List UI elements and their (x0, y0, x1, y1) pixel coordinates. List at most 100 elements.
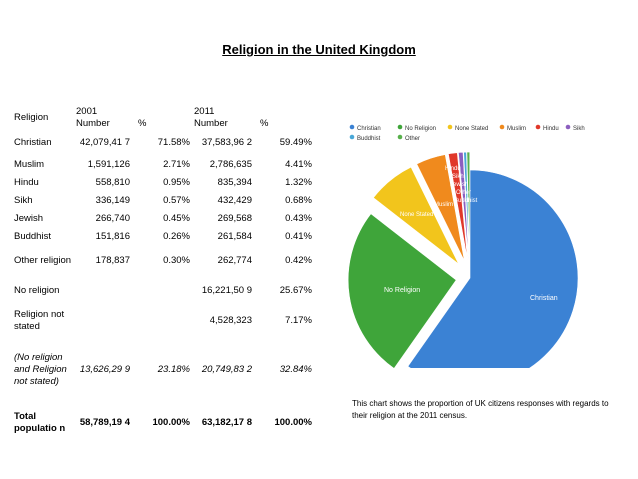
header-percent-2001: % (138, 118, 147, 129)
slice-label-muslim: Muslim (434, 202, 453, 208)
row-number-2001: 336,149 (95, 195, 130, 206)
row-percent-2011: 32.84% (279, 364, 312, 375)
row-label: Total populatio n (14, 411, 66, 434)
row-label: Christian (14, 137, 52, 148)
pie-slices (347, 151, 579, 368)
table-row: Jewish 266,740 0.45% 269,568 0.43% (12, 210, 314, 228)
religion-table-body: Religion 2001 2011 Number % Number % Chr… (12, 106, 314, 442)
row-percent-2011: 7.17% (285, 315, 312, 326)
row-percent-2011: 59.49% (279, 137, 312, 148)
slice-label-none-stated: None Stated (400, 212, 433, 218)
legend-swatch-sikh (565, 124, 571, 130)
pie-slice-christian (407, 169, 579, 368)
row-percent-2001: 0.26% (163, 231, 190, 242)
row-number-2011: 16,221,50 9 (201, 285, 252, 296)
pie-legend: Christian No Religion None Stated Muslim Hin… (349, 124, 585, 142)
table-row: Total populatio n 58,789,19 4 100.00% 63,18… (12, 404, 314, 442)
legend-label-hindu: Hindu (543, 126, 559, 132)
row-number-2011: 2,786,635 (209, 159, 252, 170)
slice-label-christian: Christian (530, 295, 558, 302)
pie-slice-other (466, 151, 471, 261)
legend-label-christian: Christian (357, 126, 381, 132)
row-number-2011: 269,568 (217, 213, 252, 224)
table-row: Hindu 558,810 0.95% 835,394 1.32% (12, 174, 314, 192)
header-religion: Religion (14, 112, 49, 123)
row-number-2011: 4,528,323 (209, 315, 252, 326)
slice-label-hindu: Hindu (445, 166, 461, 172)
slice-label-jewish: Jewish (450, 182, 468, 188)
header-number-2011: Number (194, 118, 228, 129)
row-percent-2011: 0.41% (285, 231, 312, 242)
header-number-2001: Number (76, 118, 110, 129)
table-row: Buddhist 151,816 0.26% 261,584 0.41% (12, 228, 314, 246)
row-label: Religion not stated (14, 309, 65, 332)
row-number-2001: 266,740 (95, 213, 130, 224)
slice-label-other: Other (456, 190, 471, 196)
row-percent-2001: 2.71% (163, 159, 190, 170)
row-label: Other religion (14, 255, 72, 266)
table-row: Other religion 178,837 0.30% 262,774 0.42% (12, 246, 314, 276)
row-number-2011: 63,182,17 8 (201, 417, 252, 428)
row-number-2001: 13,626,29 9 (79, 364, 130, 375)
row-number-2011: 261,584 (217, 231, 252, 242)
pie-slice-no-religion (347, 213, 457, 368)
legend-swatch-no-religion (397, 124, 403, 130)
slice-label-no-religion: No Religion (384, 287, 420, 294)
pie-slice-none-stated (372, 166, 459, 265)
legend-label-buddhist: Buddhist (357, 136, 381, 142)
header-row-years: Religion 2001 2011 (12, 106, 314, 123)
row-label: Muslim (14, 159, 45, 170)
legend-label-no-religion: No Religion (405, 126, 436, 132)
header-year-2011: 2011 (194, 106, 215, 117)
page-title: Religion in the United Kingdom (222, 42, 416, 57)
slice-label-sikh: Sikh (452, 174, 464, 180)
legend-swatch-other (397, 134, 403, 140)
row-number-2001 (74, 276, 132, 306)
table-row: No religion 16,221,50 9 25.67% (12, 276, 314, 306)
row-number-2001: 558,810 (95, 177, 130, 188)
religion-table: Religion 2001 2011 Number % Number % Chr… (12, 106, 314, 442)
pie-slice-sikh (458, 151, 469, 261)
row-percent-2011: 4.41% (285, 159, 312, 170)
row-percent-2001: 23.18% (157, 364, 190, 375)
row-number-2001: 58,789,19 4 (79, 417, 130, 428)
row-percent-2011: 25.67% (279, 285, 312, 296)
row-percent-2011: 0.43% (285, 213, 312, 224)
row-number-2001: 151,816 (95, 231, 130, 242)
row-label: No religion (14, 285, 60, 296)
row-percent-2001 (132, 276, 192, 306)
row-label: Buddhist (14, 231, 51, 242)
legend-label-sikh: Sikh (573, 126, 585, 132)
row-percent-2001: 0.30% (163, 255, 190, 266)
header-row-columns: Number % Number % (12, 118, 314, 130)
header-percent-2011: % (260, 118, 269, 129)
chart-caption: This chart shows the proportion of UK ci… (352, 399, 609, 420)
row-number-2011: 20,749,83 2 (201, 364, 252, 375)
row-number-2001 (74, 306, 132, 336)
religion-pie-chart: Christian No Religion None Stated Muslim Hin… (347, 124, 585, 368)
table-row: Muslim 1,591,126 2.71% 2,786,635 4.41% (12, 156, 314, 174)
row-label: (No religion and Religion not stated) (14, 352, 67, 387)
legend-swatch-christian (349, 124, 355, 130)
pie-slice-buddhist (463, 151, 470, 261)
slice-label-buddhist: Buddhist (454, 198, 478, 204)
row-number-2011: 835,394 (217, 177, 252, 188)
legend-swatch-none-stated (447, 124, 453, 130)
row-percent-2011: 100.00% (274, 417, 312, 428)
row-label: Hindu (14, 177, 39, 188)
legend-swatch-hindu (535, 124, 541, 130)
row-percent-2001 (132, 306, 192, 336)
header-year-2001: 2001 (76, 106, 98, 117)
table-row: Sikh 336,149 0.57% 432,429 0.68% (12, 192, 314, 210)
row-percent-2011: 0.42% (285, 255, 312, 266)
row-percent-2001: 100.00% (152, 417, 190, 428)
row-percent-2001: 71.58% (157, 137, 190, 148)
row-label: Sikh (14, 195, 33, 206)
table-row: Christian 42,079,41 7 71.58% 37,583,96 2 59.… (12, 130, 314, 156)
pie-slice-hindu (448, 152, 468, 261)
table-row: (No religion and Religion not stated) 13,… (12, 336, 314, 404)
row-number-2011: 432,429 (217, 195, 252, 206)
row-percent-2001: 0.57% (163, 195, 190, 206)
row-number-2001: 42,079,41 7 (79, 137, 130, 148)
